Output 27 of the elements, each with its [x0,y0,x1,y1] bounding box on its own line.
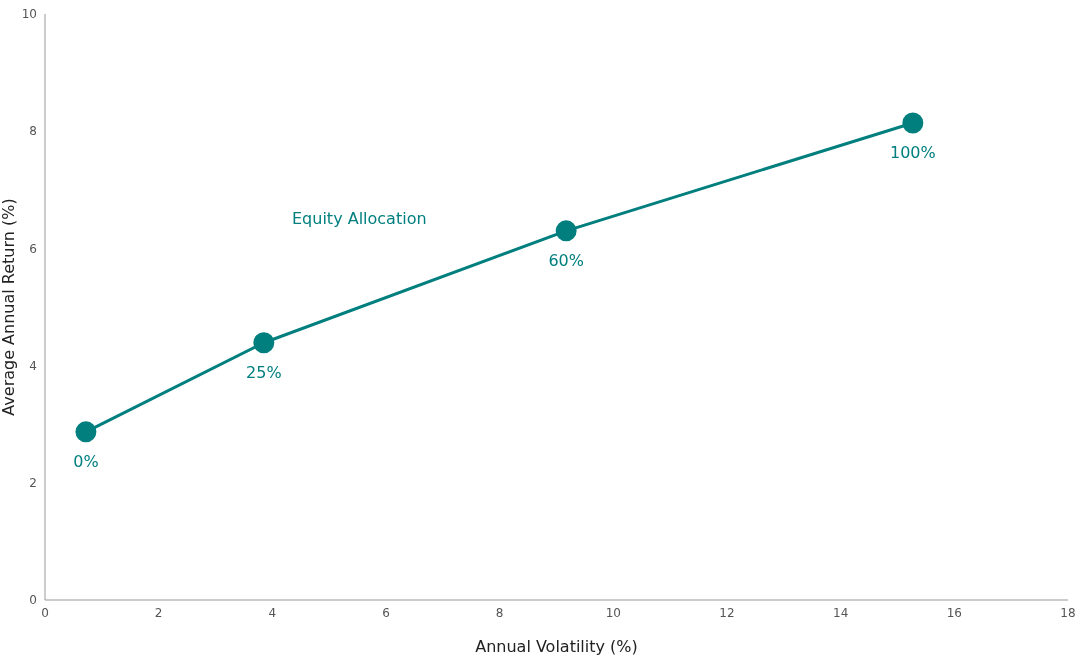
y-tick-label: 8 [29,124,37,139]
x-tick-label: 16 [946,605,962,620]
x-tick-label: 10 [605,605,621,620]
point [902,112,924,134]
annotation: Equity Allocation [292,209,427,228]
y-axis-title: Average Annual Return (%) [0,198,18,416]
y-tick-label: 10 [21,7,37,22]
annotation: 0% [72,451,100,471]
x-tick-label: 0 [41,605,49,620]
point [253,332,275,354]
y-tick-label: 4 [29,358,37,373]
x-tick-label: 4 [268,605,277,620]
y-tick-label: 6 [29,241,37,256]
x-tick-label: 6 [382,605,390,620]
annotation: 60% [547,250,585,270]
y-tick-label: 2 [29,476,37,491]
x-tick-label: 18 [1060,605,1076,620]
y-tick-label: 0 [29,593,37,608]
x-tick-label: 12 [719,605,735,620]
x-axis-title: Annual Volatility (%) [475,637,638,656]
x-tick-label: 14 [833,605,849,620]
point [555,220,577,242]
point [75,421,97,443]
x-tick-label: 8 [495,605,504,620]
x-tick-label: 2 [154,605,163,620]
annotation: 100% [888,142,937,162]
annotation: 25% [245,362,283,382]
